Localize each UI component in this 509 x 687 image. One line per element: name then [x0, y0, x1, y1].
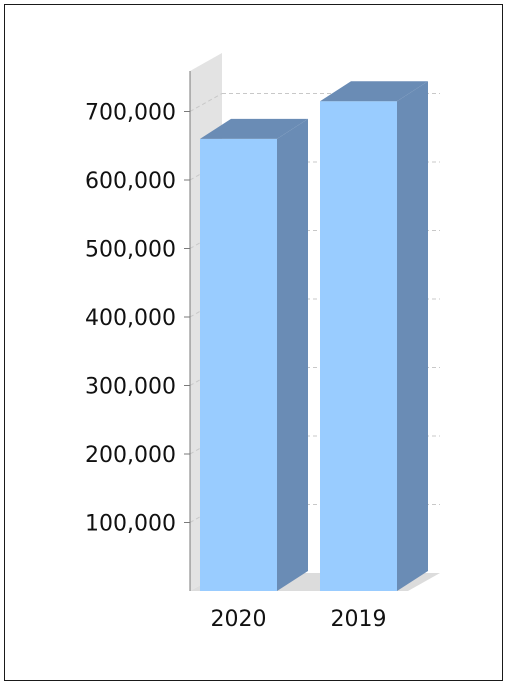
bars	[200, 81, 428, 592]
y-tick-label: 600,000	[85, 169, 176, 194]
y-tick-label: 700,000	[85, 101, 176, 126]
y-tick-label: 400,000	[85, 306, 176, 331]
bar-side	[397, 81, 428, 591]
bar-2020	[200, 118, 308, 592]
bar-top	[320, 81, 428, 102]
y-tick-label: 500,000	[85, 238, 176, 263]
y-axis-labels: 100,000 200,000 300,000 400,000 500,000 600,0…	[85, 101, 176, 537]
y-tick-label: 200,000	[85, 443, 176, 468]
bar-top	[200, 118, 308, 139]
x-tick-label: 2019	[331, 607, 387, 632]
x-axis-labels: 2020 2019	[211, 607, 387, 632]
y-tick-label: 300,000	[85, 375, 176, 400]
bar-front	[200, 138, 277, 591]
x-tick-label: 2020	[211, 607, 267, 632]
bar-side	[277, 118, 308, 592]
grid-line-wall	[189, 93, 223, 112]
bar-front	[320, 101, 397, 591]
bar-2019	[320, 81, 428, 591]
y-tick-label: 100,000	[85, 512, 176, 537]
y-axis	[184, 70, 191, 591]
